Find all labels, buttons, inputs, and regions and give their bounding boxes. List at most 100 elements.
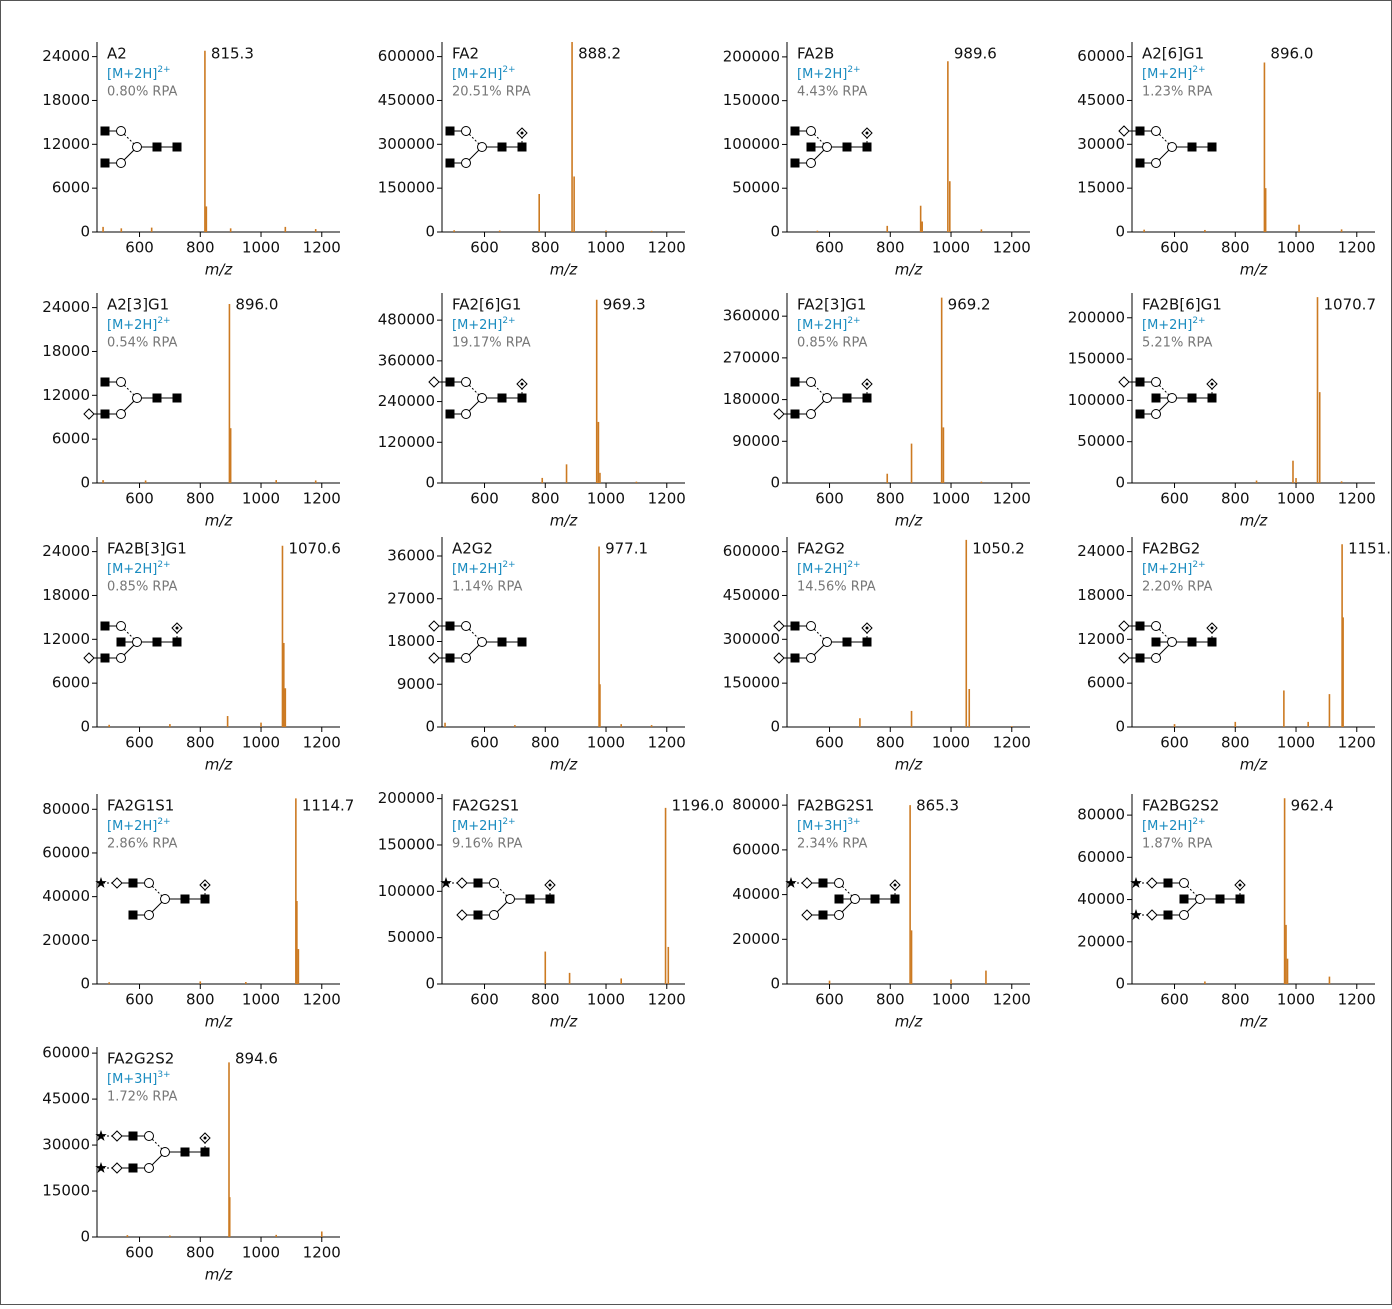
galactose — [428, 652, 440, 664]
y-tick-label: 0 — [425, 223, 435, 241]
glycan-name: FA2B[3]G1 — [107, 540, 187, 558]
x-axis-label: m/z — [205, 1266, 234, 1284]
peak-annotation: 1070.7 — [1324, 296, 1377, 314]
ion: [M+2H] — [797, 67, 847, 82]
ion-label: [M+2H]2+ — [797, 316, 861, 333]
mannose — [477, 637, 487, 647]
rpa-label: 1.72% RPA — [107, 1090, 177, 1105]
y-tick-label: 360000 — [378, 351, 435, 369]
charge: 2+ — [502, 560, 515, 570]
fucose-dot — [1210, 626, 1214, 630]
y-tick-label: 150000 — [723, 91, 780, 109]
glcnac — [1135, 653, 1145, 663]
x-tick-label: 800 — [1221, 991, 1250, 1009]
y-tick-label: 60000 — [732, 840, 780, 858]
glcnac — [497, 637, 507, 647]
charge: 2+ — [157, 65, 170, 75]
x-tick-label: 1200 — [993, 490, 1031, 508]
glcnac — [790, 653, 800, 663]
glcnac — [818, 910, 828, 920]
glcnac — [1135, 126, 1145, 136]
ion-label: [M+2H]2+ — [797, 65, 861, 82]
x-tick-label: 800 — [876, 991, 905, 1009]
glcnac — [497, 142, 507, 152]
x-tick-label: 800 — [186, 734, 215, 752]
y-tick-label: 50000 — [1077, 432, 1125, 450]
x-tick-label: 1000 — [1277, 991, 1315, 1009]
glcnac — [445, 377, 455, 387]
glycan-name: FA2BG2S1 — [797, 797, 874, 815]
charge: 2+ — [847, 560, 860, 570]
glcnac — [1163, 910, 1173, 920]
rpa-label: 14.56% RPA — [797, 580, 876, 595]
charge: 2+ — [157, 817, 170, 827]
ion: [M+2H] — [1142, 819, 1192, 834]
glcnac — [445, 126, 455, 136]
charge: 2+ — [157, 560, 170, 570]
rpa-label: 1.87% RPA — [1142, 837, 1212, 852]
ion: [M+2H] — [1142, 562, 1192, 577]
galactose — [456, 877, 468, 889]
ion: [M+2H] — [797, 318, 847, 333]
glycan-icon — [83, 621, 183, 664]
peak-annotation: 969.3 — [603, 296, 646, 314]
fucose-dot — [203, 883, 207, 887]
y-tick-label: 45000 — [1077, 91, 1125, 109]
glycan-icon — [445, 126, 528, 168]
x-tick-label: 1000 — [242, 490, 280, 508]
y-tick-label: 24000 — [1077, 542, 1125, 560]
x-tick-label: 600 — [470, 490, 499, 508]
y-tick-label: 0 — [80, 975, 90, 993]
glcnac — [790, 377, 800, 387]
peak-annotation: 888.2 — [578, 45, 621, 63]
rpa-label: 0.85% RPA — [797, 336, 867, 351]
sialic-acid — [95, 1130, 107, 1141]
x-tick-label: 800 — [876, 239, 905, 257]
glcnac — [180, 1147, 190, 1157]
x-tick-label: 800 — [531, 991, 560, 1009]
x-tick-label: 800 — [531, 490, 560, 508]
mannose — [834, 878, 844, 888]
charge: 2+ — [502, 817, 515, 827]
x-tick-label: 600 — [815, 991, 844, 1009]
glcnac — [790, 126, 800, 136]
mannose — [1151, 126, 1161, 136]
x-axis-label: m/z — [1240, 1013, 1269, 1031]
y-tick-label: 60000 — [42, 1044, 90, 1062]
x-axis-label: m/z — [895, 756, 924, 774]
mannose — [806, 653, 816, 663]
x-axis-label: m/z — [1240, 512, 1269, 530]
mannose — [461, 126, 471, 136]
x-tick-label: 1200 — [303, 1244, 341, 1262]
glcnac — [172, 637, 182, 647]
charge: 2+ — [1192, 65, 1205, 75]
peak-annotation: 1151.7 — [1348, 540, 1392, 558]
mannose — [132, 142, 142, 152]
mannose — [1179, 878, 1189, 888]
glcnac — [152, 637, 162, 647]
glcnac — [445, 409, 455, 419]
glcnac — [1187, 393, 1197, 403]
y-tick-label: 45000 — [42, 1090, 90, 1108]
x-tick-label: 1200 — [993, 239, 1031, 257]
glcnac — [870, 894, 880, 904]
x-tick-label: 800 — [1221, 734, 1250, 752]
fucose-dot — [865, 131, 869, 135]
y-tick-label: 450000 — [723, 586, 780, 604]
glcnac — [172, 393, 182, 403]
mannose — [1167, 393, 1177, 403]
peak-annotation: 962.4 — [1291, 797, 1334, 815]
glycan-icon — [440, 877, 556, 921]
y-tick-label: 0 — [425, 474, 435, 492]
x-tick-label: 800 — [1221, 490, 1250, 508]
glcnac — [128, 910, 138, 920]
y-tick-label: 12000 — [42, 630, 90, 648]
ion: [M+3H] — [107, 1072, 157, 1087]
glcnac — [1179, 894, 1189, 904]
glcnac — [818, 878, 828, 888]
rpa-label: 4.43% RPA — [797, 85, 867, 100]
y-tick-label: 27000 — [387, 589, 435, 607]
glycan-icon — [95, 1130, 211, 1174]
ion-label: [M+2H]2+ — [107, 817, 171, 834]
mannose — [144, 1131, 154, 1141]
